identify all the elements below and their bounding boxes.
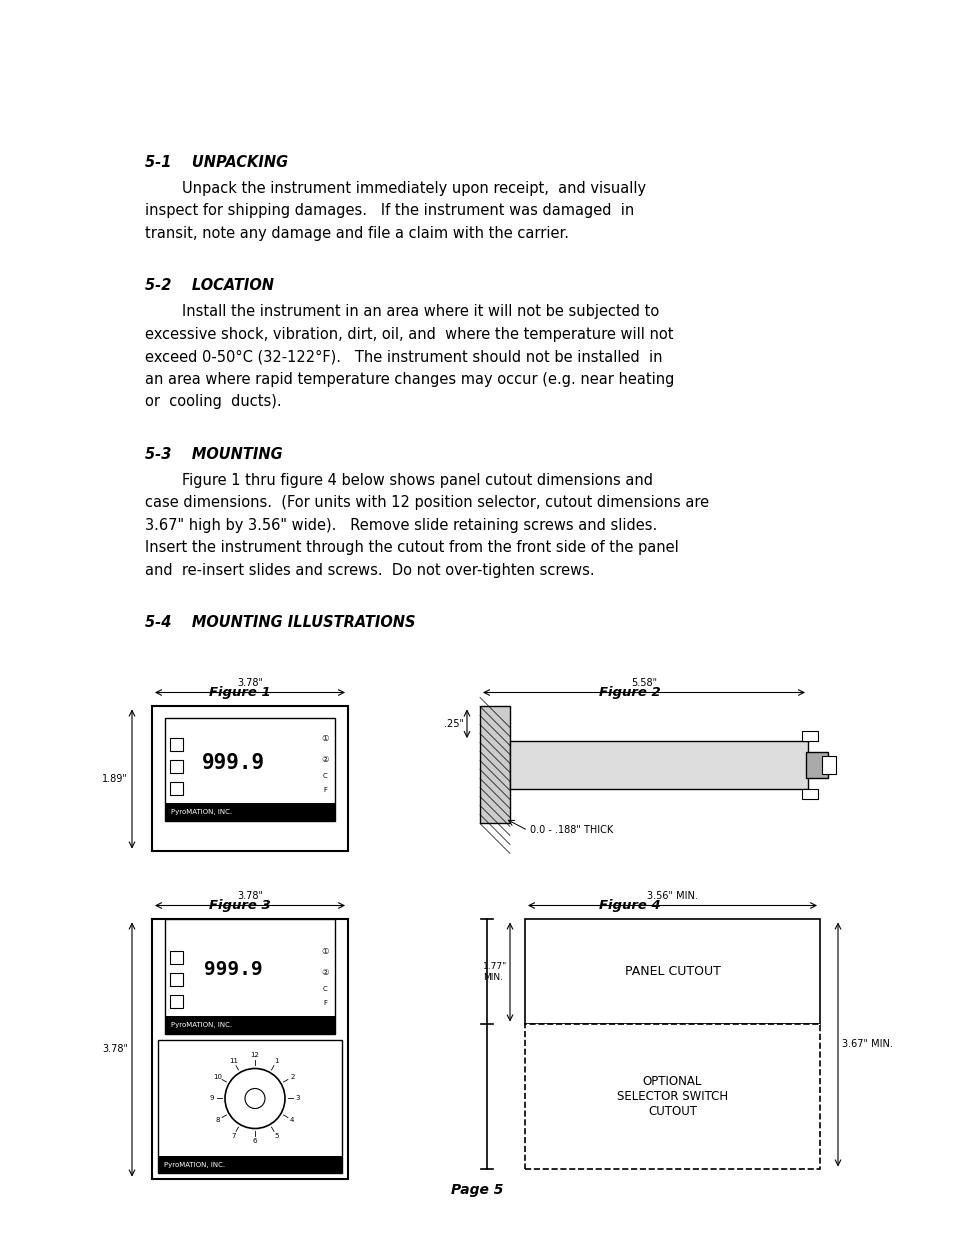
- Text: 3.78": 3.78": [236, 892, 263, 902]
- Text: PyroMATION, INC.: PyroMATION, INC.: [171, 1023, 232, 1029]
- Text: excessive shock, vibration, dirt, oil, and  where the temperature will not: excessive shock, vibration, dirt, oil, a…: [145, 327, 673, 342]
- Text: 1: 1: [274, 1058, 278, 1065]
- Text: Page 5: Page 5: [451, 1183, 502, 1197]
- Text: case dimensions.  (For units with 12 position selector, cutout dimensions are: case dimensions. (For units with 12 posi…: [145, 495, 708, 510]
- Bar: [821, 756, 835, 774]
- Text: 3.67" MIN.: 3.67" MIN.: [841, 1040, 892, 1050]
- Text: 3.78": 3.78": [102, 1045, 128, 1055]
- Text: 5-3    MOUNTING: 5-3 MOUNTING: [145, 447, 282, 462]
- Text: .25": .25": [443, 719, 463, 729]
- Text: ②: ②: [321, 968, 329, 977]
- Text: 2: 2: [290, 1074, 294, 1079]
- Text: 3.67" high by 3.56" wide).   Remove slide retaining screws and slides.: 3.67" high by 3.56" wide). Remove slide …: [145, 517, 657, 534]
- Text: Install the instrument in an area where it will not be subjected to: Install the instrument in an area where …: [145, 305, 659, 320]
- Text: 5: 5: [274, 1132, 278, 1139]
- Text: 1.77"
MIN.: 1.77" MIN.: [482, 962, 506, 982]
- Text: Unpack the instrument immediately upon receipt,  and visually: Unpack the instrument immediately upon r…: [145, 182, 645, 196]
- Text: ②: ②: [321, 755, 329, 764]
- Bar: [165, 719, 335, 821]
- Text: PyroMATION, INC.: PyroMATION, INC.: [164, 1162, 225, 1168]
- Bar: [801, 789, 817, 799]
- Text: C: C: [322, 773, 327, 779]
- Bar: [158, 1156, 341, 1173]
- Circle shape: [225, 1068, 285, 1129]
- Text: 10: 10: [213, 1074, 222, 1079]
- Bar: [170, 783, 183, 795]
- Text: transit, note any damage and file a claim with the carrier.: transit, note any damage and file a clai…: [145, 226, 568, 241]
- Text: Figure 3: Figure 3: [209, 899, 271, 913]
- Bar: [170, 951, 183, 965]
- Bar: [510, 741, 807, 789]
- Text: 5-1    UNPACKING: 5-1 UNPACKING: [145, 156, 288, 170]
- Text: 0.0 - .188" THICK: 0.0 - .188" THICK: [530, 825, 613, 836]
- Bar: [170, 995, 183, 1009]
- Text: exceed 0-50°C (32-122°F).   The instrument should not be installed  in: exceed 0-50°C (32-122°F). The instrument…: [145, 350, 661, 364]
- Circle shape: [245, 1088, 265, 1109]
- Text: Figure 1 thru figure 4 below shows panel cutout dimensions and: Figure 1 thru figure 4 below shows panel…: [145, 473, 652, 488]
- Text: 8: 8: [215, 1116, 220, 1123]
- Bar: [801, 731, 817, 741]
- Text: inspect for shipping damages.   If the instrument was damaged  in: inspect for shipping damages. If the ins…: [145, 204, 634, 219]
- Text: and  re-insert slides and screws.  Do not over-tighten screws.: and re-insert slides and screws. Do not …: [145, 563, 594, 578]
- Text: ①: ①: [321, 734, 329, 743]
- Bar: [479, 706, 510, 824]
- Text: 9: 9: [210, 1095, 214, 1102]
- Text: 5.58": 5.58": [630, 678, 657, 688]
- Text: PyroMATION, INC.: PyroMATION, INC.: [171, 809, 232, 815]
- Bar: [170, 739, 183, 752]
- Text: 1.89": 1.89": [102, 774, 128, 784]
- Bar: [165, 804, 335, 821]
- Text: 3.78": 3.78": [236, 678, 263, 688]
- Text: 6: 6: [253, 1139, 257, 1145]
- Bar: [152, 920, 348, 1179]
- Text: 11: 11: [229, 1058, 237, 1065]
- Bar: [524, 1025, 820, 1170]
- Text: or  cooling  ducts).: or cooling ducts).: [145, 394, 281, 410]
- Text: ①: ①: [321, 947, 329, 956]
- Text: 999.9: 999.9: [203, 961, 262, 979]
- Text: an area where rapid temperature changes may occur (e.g. near heating: an area where rapid temperature changes …: [145, 372, 674, 387]
- Bar: [152, 706, 348, 851]
- Text: F: F: [323, 788, 327, 794]
- Bar: [524, 920, 820, 1025]
- Text: 5-4    MOUNTING ILLUSTRATIONS: 5-4 MOUNTING ILLUSTRATIONS: [145, 615, 416, 631]
- Bar: [165, 920, 335, 1035]
- Text: Figure 4: Figure 4: [598, 899, 660, 913]
- Text: PANEL CUTOUT: PANEL CUTOUT: [624, 966, 720, 978]
- Text: 7: 7: [231, 1132, 235, 1139]
- Text: 5-2    LOCATION: 5-2 LOCATION: [145, 279, 274, 294]
- Text: Insert the instrument through the cutout from the front side of the panel: Insert the instrument through the cutout…: [145, 541, 678, 556]
- Text: F: F: [323, 1000, 327, 1007]
- Text: 4: 4: [290, 1116, 294, 1123]
- Text: 12: 12: [251, 1052, 259, 1058]
- Bar: [158, 1041, 341, 1173]
- Text: Figure 1: Figure 1: [209, 687, 271, 699]
- Text: 3.56" MIN.: 3.56" MIN.: [646, 892, 698, 902]
- Bar: [165, 1016, 335, 1035]
- Bar: [170, 973, 183, 987]
- Bar: [170, 761, 183, 773]
- Text: Figure 2: Figure 2: [598, 687, 660, 699]
- Bar: [805, 752, 827, 778]
- Text: OPTIONAL
SELECTOR SWITCH
CUTOUT: OPTIONAL SELECTOR SWITCH CUTOUT: [617, 1076, 727, 1119]
- Text: 999.9: 999.9: [201, 753, 264, 773]
- Text: 3: 3: [295, 1095, 300, 1102]
- Text: C: C: [322, 987, 327, 993]
